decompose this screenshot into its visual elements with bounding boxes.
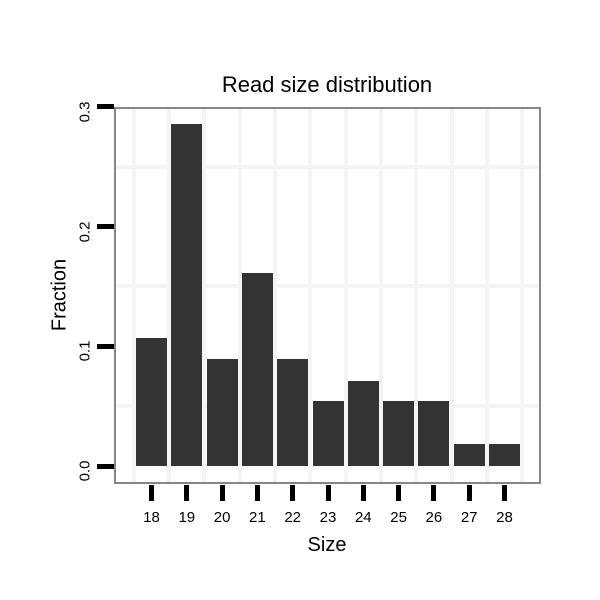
plot-panel [114, 107, 541, 484]
y-axis-tick [97, 343, 114, 349]
y-axis-tick [97, 104, 114, 110]
x-axis-tick [149, 485, 154, 501]
x-axis-tick [502, 485, 507, 501]
x-axis-tick-label: 27 [460, 509, 478, 526]
vertical-gridline [378, 109, 383, 482]
bar-size-19 [171, 123, 203, 466]
bar-size-21 [241, 273, 273, 466]
x-axis-tick [431, 485, 437, 501]
bar-size-22 [277, 359, 309, 466]
x-axis-tick [325, 485, 331, 501]
x-axis-tick-label: 21 [249, 509, 266, 526]
y-axis-tick-label: 0.2 [76, 221, 94, 243]
vertical-gridline [131, 109, 136, 482]
bar-size-28 [489, 444, 520, 466]
x-axis-tick [290, 485, 296, 501]
vertical-gridline [484, 109, 489, 482]
x-axis-title: Size [307, 534, 347, 556]
vertical-gridline [449, 109, 454, 482]
y-axis-title: Fraction [48, 258, 71, 332]
y-axis-tick [97, 224, 114, 230]
vertical-gridline [237, 109, 242, 482]
vertical-gridline [202, 109, 207, 482]
vertical-gridline [167, 109, 172, 482]
x-axis-tick-label: 28 [496, 509, 513, 526]
bar-size-20 [206, 359, 238, 466]
x-axis-tick-label: 24 [354, 509, 372, 526]
x-axis-tick-label: 20 [213, 509, 231, 526]
y-axis-tick-label: 0.1 [76, 340, 94, 362]
horizontal-gridline [116, 284, 539, 289]
x-axis-tick-label: 25 [390, 509, 407, 526]
bar-size-23 [312, 401, 344, 466]
bar-size-24 [347, 381, 379, 466]
x-axis-tick [184, 485, 190, 501]
horizontal-gridline [116, 164, 539, 169]
vertical-gridline [414, 109, 419, 482]
y-axis-tick [97, 463, 114, 469]
x-axis-tick [360, 485, 366, 501]
x-axis-tick [219, 485, 225, 501]
x-axis-tick [466, 485, 472, 501]
vertical-gridline [520, 109, 525, 482]
vertical-gridline [308, 109, 313, 482]
y-axis-tick-label: 0.0 [76, 460, 94, 482]
vertical-gridline [273, 109, 278, 482]
x-axis-tick-label: 19 [178, 509, 196, 526]
x-axis-tick-label: 23 [319, 509, 337, 526]
x-axis-tick-label: 18 [143, 509, 160, 526]
x-axis-tick-label: 26 [425, 509, 443, 526]
x-axis-tick [254, 485, 260, 501]
bar-size-26 [418, 401, 450, 466]
x-axis-tick-label: 22 [284, 509, 302, 526]
bar-size-25 [383, 401, 415, 466]
bar-size-18 [136, 337, 167, 466]
bar-size-27 [453, 444, 485, 466]
vertical-gridline [343, 109, 348, 482]
chart-title: Read size distribution [221, 72, 433, 97]
y-axis-tick-label: 0.3 [76, 101, 94, 123]
x-axis-tick [396, 485, 402, 501]
